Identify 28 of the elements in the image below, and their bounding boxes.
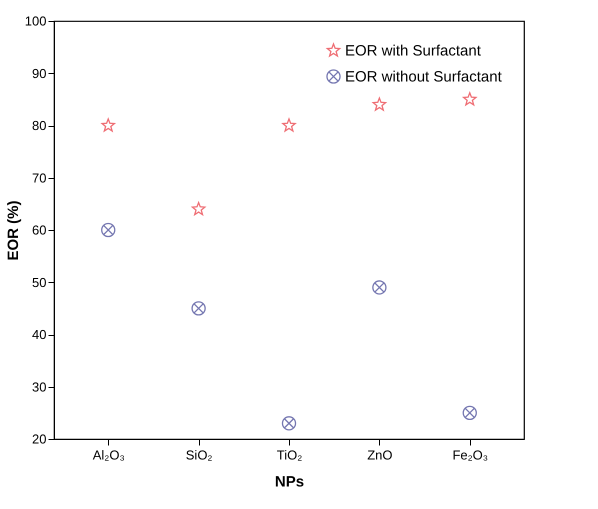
point: [192, 202, 206, 216]
point: [372, 280, 387, 295]
y-tick-label: 40: [32, 327, 46, 342]
x-tick-label: Fe₂O₃: [452, 448, 488, 462]
y-tick-label: 50: [32, 274, 46, 290]
x-tick-label: Al₂O₃: [92, 448, 125, 462]
point: [462, 92, 477, 106]
y-tick-label: 30: [32, 379, 46, 394]
point: [101, 222, 116, 238]
y-tick-label: 20: [32, 432, 46, 446]
point: [282, 118, 296, 132]
point: [462, 406, 477, 420]
legend-label: EOR without Surfactant: [345, 68, 503, 86]
y-tick-label: 90: [32, 66, 46, 81]
point: [282, 416, 296, 430]
y-axis-title: EOR (%): [4, 200, 22, 260]
x-tick-label: TiO₂: [276, 448, 302, 462]
point: [101, 118, 116, 132]
y-tick-label: 80: [32, 118, 46, 133]
legend-label: EOR with Surfactant: [345, 42, 482, 60]
y-tick-label: 100: [24, 14, 46, 28]
point: [372, 97, 386, 111]
y-tick-label: 60: [32, 222, 46, 238]
x-axis-title: NPs: [274, 474, 304, 490]
y-tick-label: 70: [32, 170, 46, 186]
x-tick-label: SiO₂: [186, 448, 212, 462]
x-tick-label: ZnO: [367, 448, 393, 462]
point: [191, 301, 206, 316]
